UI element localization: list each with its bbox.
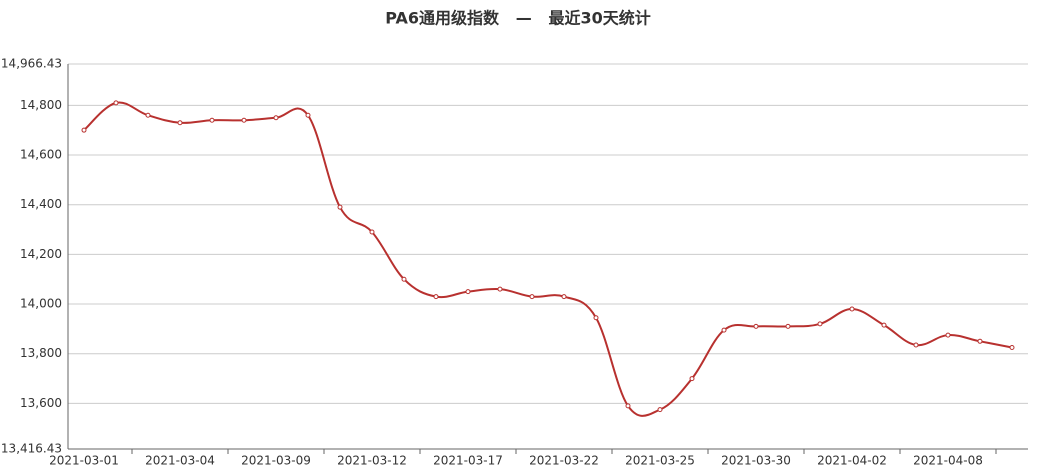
x-tick-label: 2021-03-30	[721, 454, 791, 468]
point	[1009, 345, 1015, 351]
y-tick-label: 14,800	[20, 98, 62, 112]
point	[273, 115, 279, 121]
x-tick-label: 2021-03-09	[241, 454, 311, 468]
point	[753, 323, 759, 329]
y-tick-label: 14,400	[20, 197, 62, 211]
point	[849, 306, 855, 312]
point	[689, 376, 695, 382]
point	[721, 327, 727, 333]
y-tick-label: 14,000	[20, 297, 62, 311]
point	[529, 294, 535, 300]
chart-title: PA6通用级指数 — 最近30天统计	[385, 9, 650, 28]
x-tick-label: 2021-03-25	[625, 454, 695, 468]
point	[337, 204, 343, 210]
line	[83, 101, 1013, 417]
y-tick-label: 14,600	[20, 148, 62, 162]
point	[913, 342, 919, 348]
point	[977, 338, 983, 344]
point	[465, 289, 471, 295]
x-tick-label: 2021-04-02	[817, 454, 887, 468]
point	[433, 294, 439, 300]
point	[561, 294, 567, 300]
point	[177, 120, 183, 126]
point	[881, 322, 887, 328]
point	[817, 321, 823, 327]
point	[625, 403, 631, 409]
point	[945, 332, 951, 338]
point	[209, 117, 215, 123]
y-tick-label: 13,416.43	[1, 442, 62, 456]
y-tick-label: 13,600	[20, 396, 62, 410]
point	[593, 315, 599, 321]
point	[305, 112, 311, 118]
point	[113, 100, 119, 106]
x-tick-label: 2021-03-12	[337, 454, 407, 468]
point	[81, 127, 87, 133]
x-tick-label: 2021-04-08	[913, 454, 983, 468]
y-tick-label: 13,800	[20, 346, 62, 360]
point	[145, 112, 151, 118]
x-tick-label: 2021-03-17	[433, 454, 503, 468]
point	[241, 117, 247, 123]
point	[401, 276, 407, 282]
x-tick-label: 2021-03-04	[145, 454, 215, 468]
point	[369, 229, 375, 235]
x-tick-label: 2021-03-01	[49, 454, 119, 468]
point	[657, 407, 663, 413]
point	[497, 286, 503, 292]
y-tick-label: 14,200	[20, 247, 62, 261]
x-tick-label: 2021-03-22	[529, 454, 599, 468]
y-tick-label: 14,966.43	[1, 57, 62, 71]
point	[785, 323, 791, 329]
